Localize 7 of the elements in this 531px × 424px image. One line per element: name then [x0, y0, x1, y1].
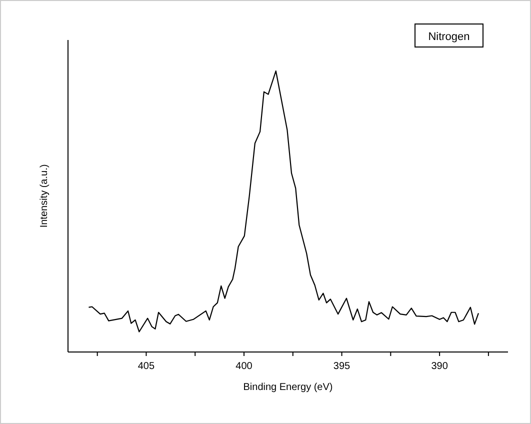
x-tick-label: 405 [138, 361, 155, 372]
x-axis-title: Binding Energy (eV) [243, 382, 333, 393]
x-tick-label: 390 [431, 361, 448, 372]
y-axis-title: Intensity (a.u.) [39, 164, 50, 228]
x-tick-label: 400 [236, 361, 253, 372]
text: Nitrogen [428, 31, 470, 43]
x-tick-label: 395 [333, 361, 351, 372]
